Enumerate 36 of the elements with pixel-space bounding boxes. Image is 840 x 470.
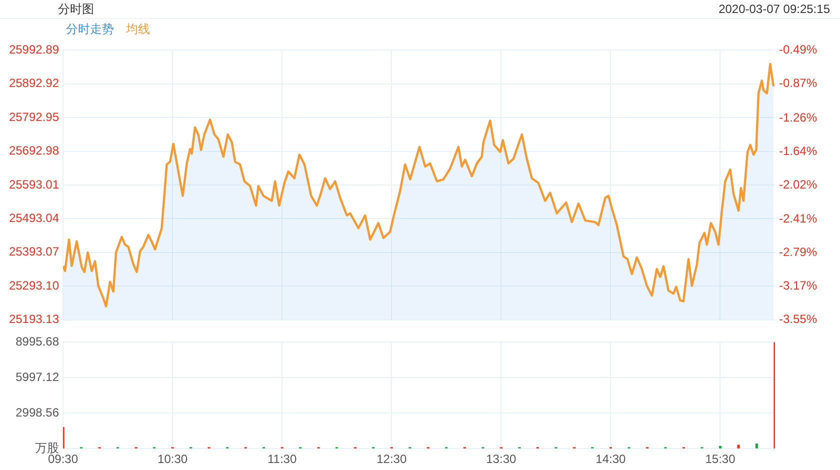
y2-tick-label: -3.55% [779,312,818,326]
y-tick-label: 25892.92 [8,76,60,90]
x-tick-label: 11:30 [268,452,297,466]
chart-title: 分时图 [58,0,94,18]
text: 2020-03-07 09:25:15 [718,2,830,16]
y2-tick-label: -1.64% [779,144,818,158]
x-tick-label: 10:30 [158,452,188,466]
y-tick-label: 25593.01 [8,177,60,192]
y-tick-label: 25393.07 [8,244,60,259]
y-tick-label: 2998.56 [16,405,60,420]
x-tick-label: 14:30 [596,452,626,466]
bar [718,446,722,448]
y-tick-label: 25493.04 [8,211,60,226]
y2-tick-label: -0.49% [779,42,818,57]
x-tick-label: 13:30 [486,452,516,466]
y-tick-label: 5997.12 [16,370,60,384]
text: 分时走势 [66,20,114,38]
y2-tick-label: -0.87% [779,76,818,90]
text: 均线 [126,20,150,38]
y-tick-label: 万股 [35,440,59,455]
y2-tick-label: -2.41% [779,212,818,226]
bar [755,444,758,448]
y2-tick-label: -3.17% [779,278,818,293]
y-tick-label: 25692.98 [8,144,60,158]
y-tick-label: 25293.10 [8,278,60,292]
x-tick-label: 15:30 [705,452,736,466]
y-tick-label: 25992.89 [8,42,60,57]
bar [737,444,740,448]
y2-tick-label: -2.02% [779,177,818,192]
x-tick-label: 12:30 [376,452,407,466]
y-tick-label: 25193.13 [8,312,60,326]
y-tick-label: 8995.68 [16,334,60,349]
y2-tick-label: -2.79% [779,245,818,260]
x-tick-label: 09:30 [48,452,78,466]
y-tick-label: 25792.95 [8,110,60,124]
y2-tick-label: -1.26% [779,110,818,124]
